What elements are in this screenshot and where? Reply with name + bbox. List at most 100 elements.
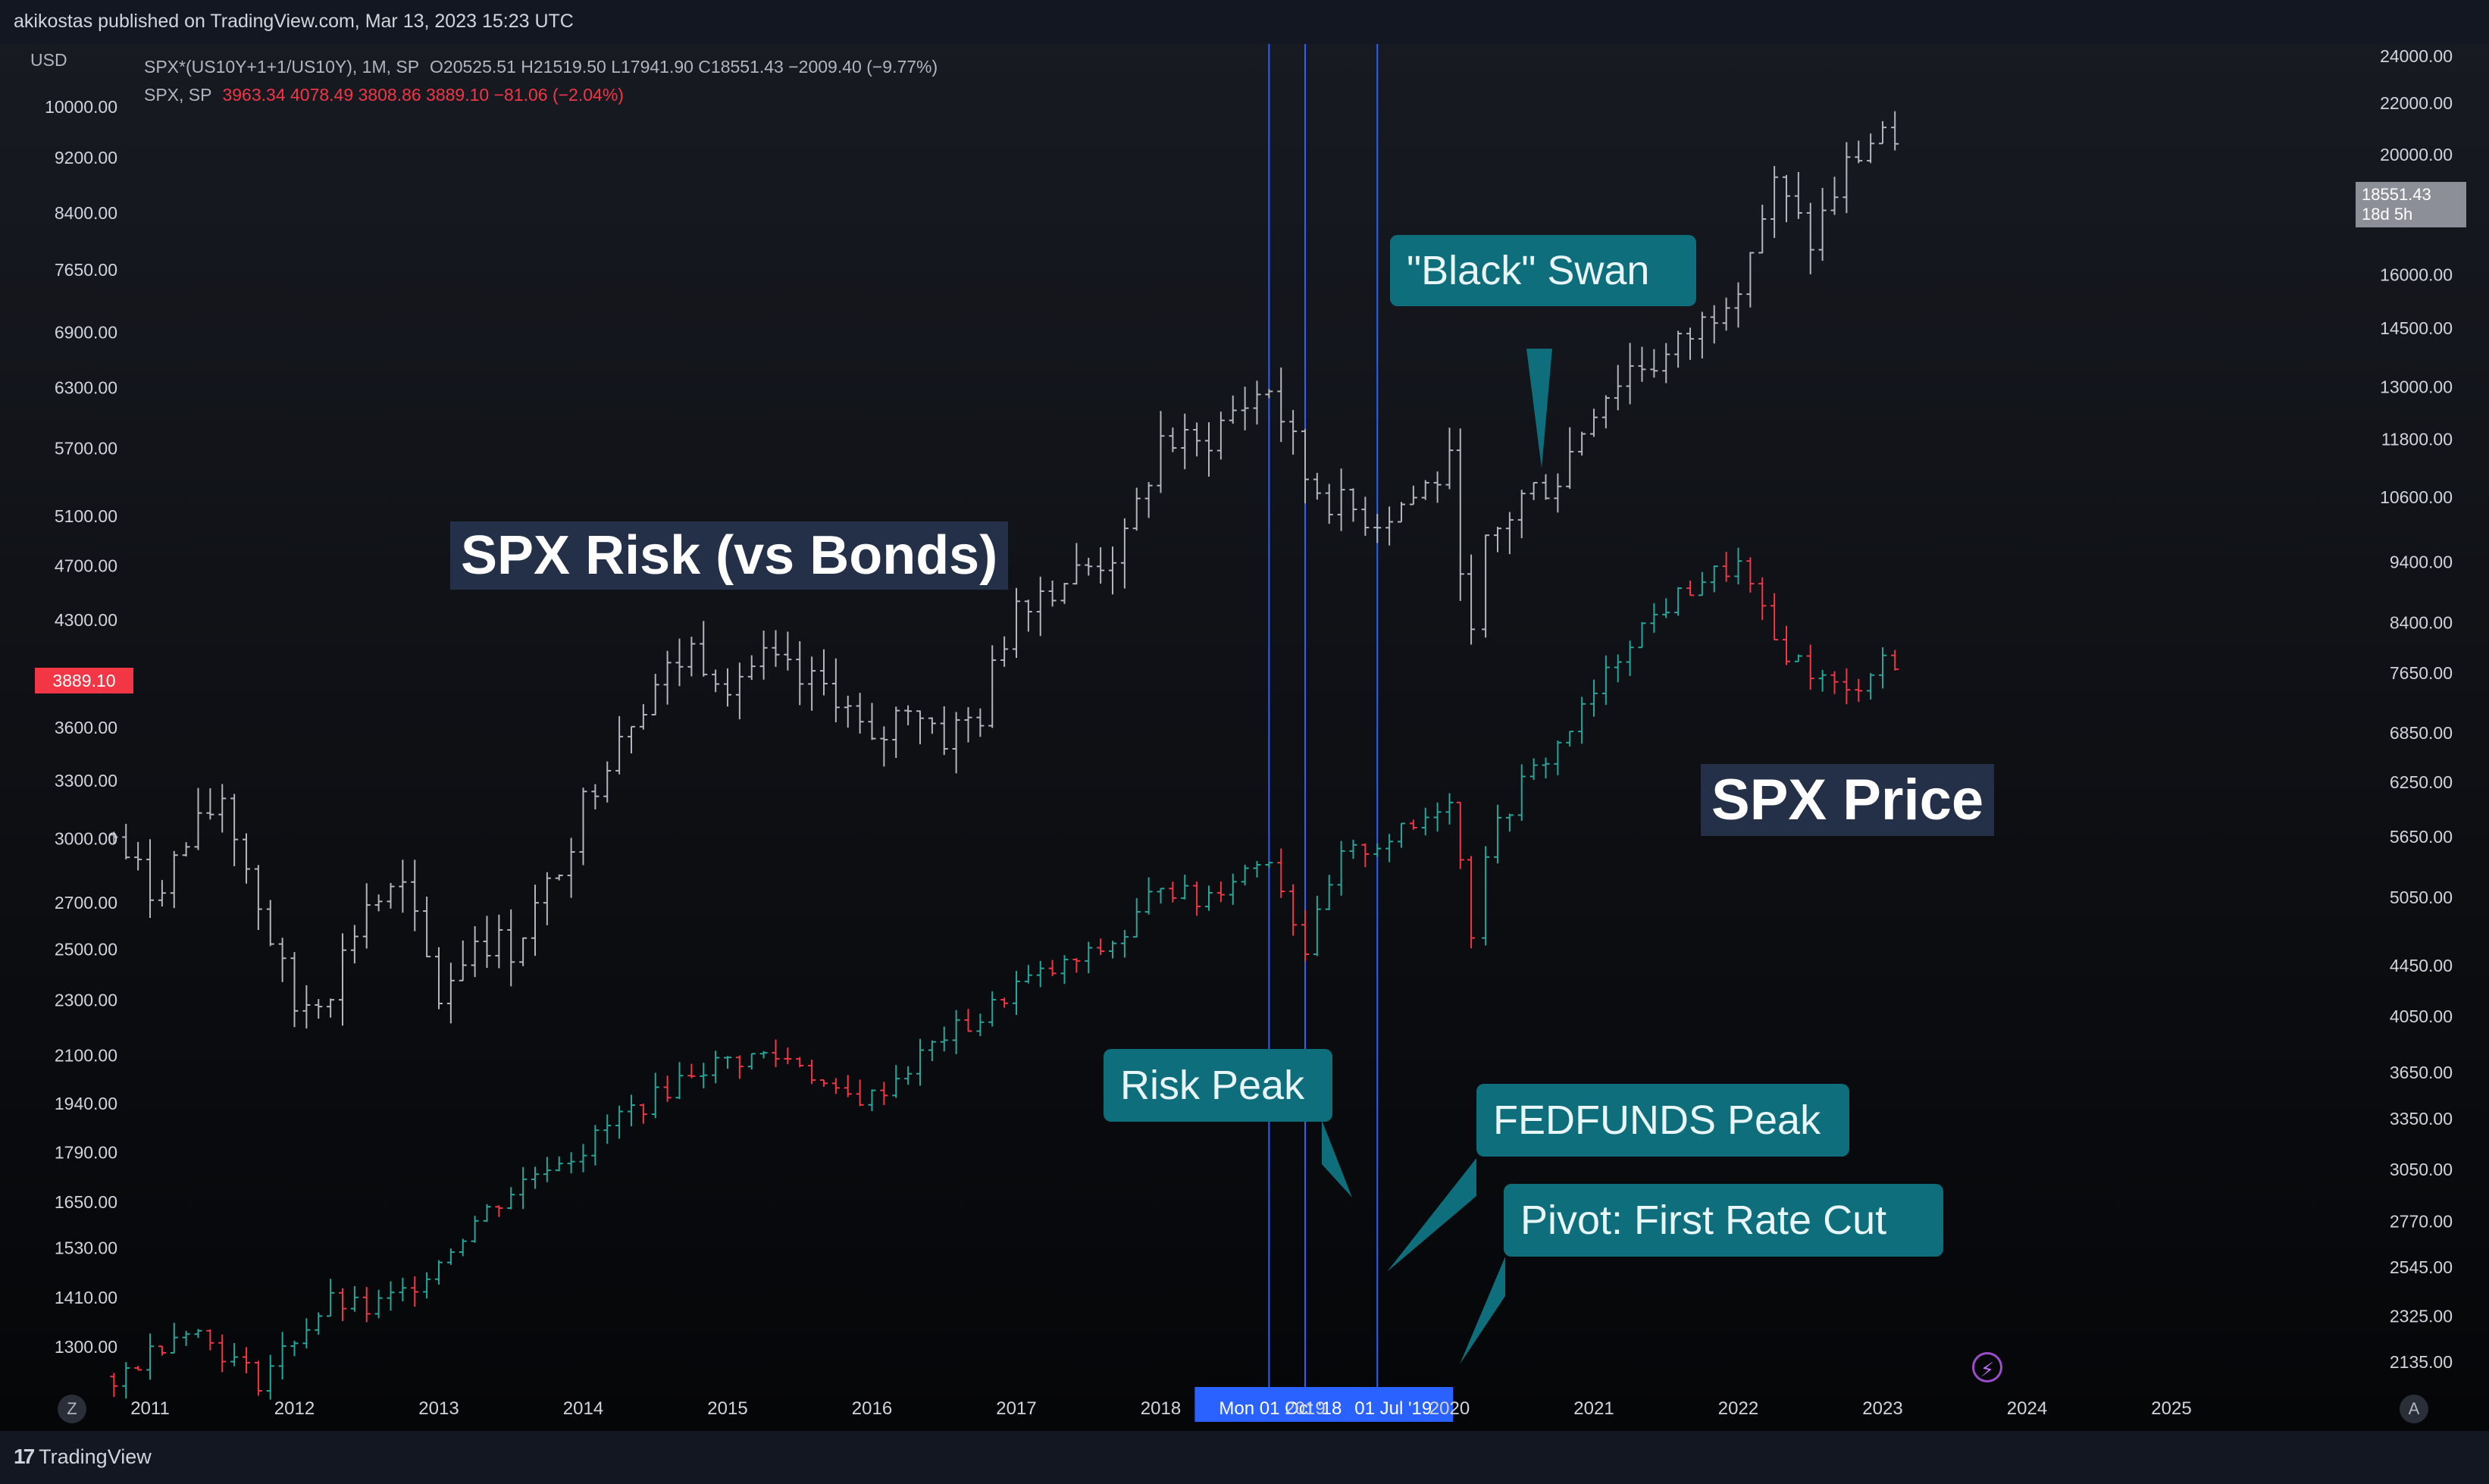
ratio-ohlc-bar: [1216, 412, 1225, 460]
ratio-ohlc-bar: [1289, 409, 1298, 455]
ratio-ohlc-bar: [1818, 187, 1827, 261]
ratio-ohlc-bar: [1229, 395, 1237, 424]
ratio-ohlc-bar: [1867, 133, 1875, 164]
spx-ohlc-bar: [1758, 577, 1767, 621]
ratio-ohlc-bar: [844, 695, 852, 728]
spx-ohlc-bar: [1614, 654, 1622, 683]
ratio-ohlc-bar: [350, 925, 358, 964]
spx-ohlc-bar: [1698, 571, 1706, 596]
ratio-ohlc-bar: [1157, 411, 1165, 493]
spx-ohlc-bar: [928, 1040, 936, 1062]
fedfunds-peak-pointer: [1387, 1158, 1476, 1272]
spx-ohlc-bar: [423, 1272, 431, 1299]
spx-ohlc-bar: [495, 1205, 503, 1217]
time-axis-tick: 2017: [996, 1398, 1036, 1419]
lightning-icon[interactable]: ⚡: [1972, 1352, 2002, 1382]
tradingview-logo[interactable]: 17 TradingView: [14, 1445, 152, 1469]
spx-ohlc-bar: [254, 1360, 262, 1396]
tradingview-mark-icon: 17: [14, 1445, 35, 1468]
zoom-button[interactable]: Z: [58, 1395, 86, 1423]
ratio-ohlc-bar: [1529, 481, 1538, 500]
legend-ratio-symbol: SPX*(US10Y+1+1/US10Y), 1M, SP: [144, 57, 419, 77]
left-axis-tick: 3300.00: [55, 771, 117, 791]
right-axis-tick: 2135.00: [2390, 1352, 2453, 1372]
spx-ohlc-bar: [1048, 960, 1057, 976]
spx-ohlc-bar: [543, 1157, 551, 1182]
spx-ohlc-bar: [1241, 864, 1249, 886]
ratio-ohlc-bar: [1517, 490, 1526, 539]
right-price-axis: 2135.00 2325.00 2545.00 2770.00 3050.00 3350.…: [2380, 46, 2453, 1372]
ratio-ohlc-bar: [519, 937, 528, 966]
spx-ohlc-bar: [1349, 839, 1357, 859]
ratio-ohlc-bar: [1241, 387, 1249, 430]
ratio-ohlc-bar: [759, 631, 768, 680]
ratio-ohlc-bar: [687, 637, 696, 677]
right-axis-tick: 13000.00: [2380, 377, 2453, 397]
ratio-ohlc-bar: [1467, 554, 1476, 645]
time-axis-tick: 2013: [418, 1398, 459, 1419]
auto-scale-button[interactable]: A: [2400, 1395, 2428, 1423]
spx-ohlc-bar: [1398, 822, 1405, 848]
ratio-ohlc-bar: [1456, 428, 1464, 601]
spx-ohlc-bar: [483, 1204, 491, 1223]
spx-ohlc-bar: [1109, 941, 1116, 959]
spx-ohlc-bar: [206, 1329, 214, 1351]
left-axis-tick: 7650.00: [55, 260, 117, 280]
spx-ohlc-bar: [1891, 650, 1899, 671]
ratio-ohlc-bar: [928, 717, 936, 734]
spx-ohlc-bar: [1494, 804, 1501, 864]
legend-spx-values: 3963.34 4078.49 3808.86 3889.10 −81.06 (…: [222, 85, 624, 105]
spx-ohlc-bar: [1482, 846, 1490, 946]
ratio-ohlc-bar: [1710, 305, 1718, 344]
spx-ohlc-bar: [567, 1152, 575, 1174]
right-axis-tick: 5650.00: [2390, 827, 2453, 847]
ratio-ohlc-bar: [1120, 518, 1129, 589]
left-axis-tick: 2500.00: [55, 940, 117, 960]
spx-ohlc-bar: [1746, 557, 1755, 593]
ratio-ohlc-bar: [194, 787, 202, 850]
ratio-ohlc-bar: [1398, 502, 1405, 523]
spx-ohlc-bar: [844, 1075, 852, 1097]
legend-row-spx[interactable]: SPX, SP 3963.34 4078.49 3808.86 3889.10 …: [144, 81, 938, 109]
chart-area[interactable]: Mon 01 Oct '18 01 Jul '19 1300.00 1410.00 1…: [0, 44, 2489, 1431]
ratio-ohlc-bar: [1193, 422, 1201, 457]
left-axis-tick: 3600.00: [55, 718, 117, 737]
price-chart[interactable]: Mon 01 Oct '18 01 Jul '19 1300.001410.001…: [0, 44, 2489, 1431]
legend-row-ratio[interactable]: SPX*(US10Y+1+1/US10Y), 1M, SP O20525.51 …: [144, 53, 938, 81]
callout-pointers: [1322, 349, 1552, 1364]
right-axis-tick: 4050.00: [2390, 1007, 2453, 1026]
ratio-ohlc-bar: [315, 999, 323, 1019]
spx-ohlc-bar: [712, 1050, 720, 1084]
ratio-ohlc-bar: [1554, 473, 1562, 513]
ratio-ohlc-bar: [1169, 427, 1177, 452]
ratio-ohlc-bar: [772, 630, 780, 667]
ratio-ohlc-bar: [374, 894, 383, 912]
spx-ohlc-bar: [1456, 801, 1464, 869]
ratio-ohlc-bar: [1578, 431, 1586, 456]
ratio-ohlc-bar: [724, 668, 731, 707]
time-axis-tick: 2015: [707, 1398, 747, 1419]
ratio-ohlc-bar: [700, 621, 708, 677]
pivot-callout: Pivot: First Rate Cut: [1504, 1184, 1943, 1257]
black-swan-pointer: [1526, 349, 1552, 468]
ratio-ohlc-bar: [1650, 349, 1658, 378]
spx-ohlc-bar: [1421, 807, 1429, 836]
time-axis-tick: 2014: [563, 1398, 603, 1419]
ratio-ohlc-bar: [1842, 142, 1851, 214]
right-axis-tick: 24000.00: [2380, 46, 2453, 66]
right-axis-tick: 9400.00: [2390, 552, 2453, 571]
left-axis-tick: 1650.00: [55, 1192, 117, 1212]
ratio-ohlc-bar: [1373, 514, 1382, 543]
left-axis-tick: 10000.00: [45, 97, 117, 117]
spx-ohlc-bar: [1554, 740, 1562, 775]
ratio-ohlc-bar: [651, 674, 659, 716]
ratio-ohlc-bar: [1505, 512, 1514, 555]
spx-ohlc-bar: [831, 1078, 840, 1094]
ratio-ohlc-bar: [254, 865, 262, 931]
ratio-ohlc-bar: [1265, 389, 1273, 399]
spx-ohlc-bar: [1277, 848, 1285, 898]
spx-ohlc-bar: [940, 1026, 948, 1052]
ratio-ohlc-bar: [591, 784, 600, 809]
spx-ohlc-bar: [1590, 679, 1598, 717]
spx-ohlc-bar: [988, 991, 997, 1027]
